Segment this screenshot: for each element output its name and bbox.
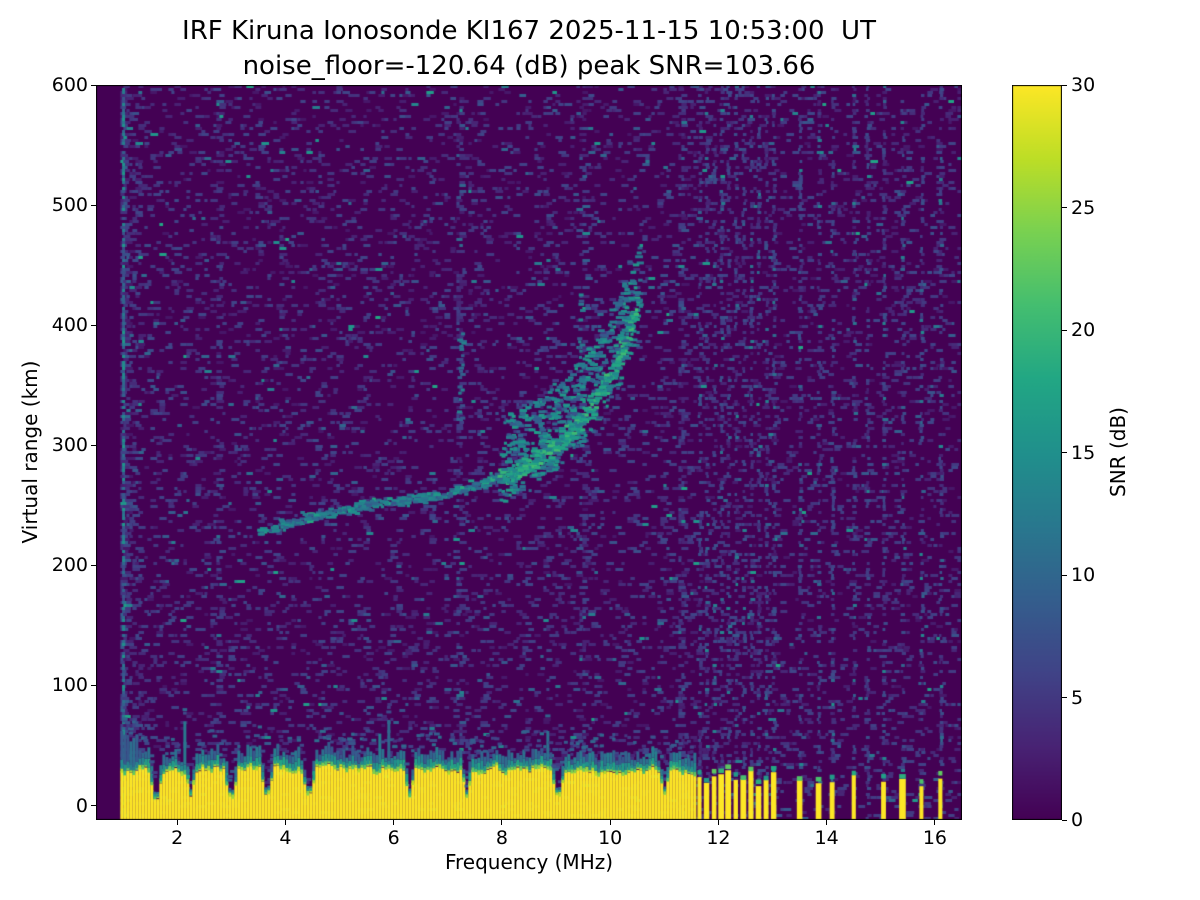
x-tick-mark bbox=[176, 820, 178, 825]
chart-title-line2: noise_floor=-120.64 (dB) peak SNR=103.66 bbox=[242, 51, 816, 81]
colorbar-tick-mark bbox=[1062, 207, 1067, 208]
chart-title-line1: IRF Kiruna Ionosonde KI167 2025-11-15 10… bbox=[182, 16, 876, 46]
x-tick-mark bbox=[284, 820, 286, 825]
y-tick-mark bbox=[91, 564, 96, 566]
y-axis-label: Virtual range (km) bbox=[18, 360, 42, 544]
y-tick-label: 200 bbox=[51, 554, 88, 577]
y-tick-label: 300 bbox=[51, 434, 88, 457]
x-tick-mark bbox=[717, 820, 719, 825]
x-tick-label: 6 bbox=[387, 827, 400, 849]
colorbar-tick-mark bbox=[1062, 452, 1067, 453]
y-tick-label: 400 bbox=[51, 314, 88, 337]
x-tick-mark bbox=[393, 820, 395, 825]
colorbar-tick-label: 10 bbox=[1071, 564, 1096, 586]
x-tick-mark bbox=[609, 820, 611, 825]
colorbar-tick-label: 25 bbox=[1071, 196, 1096, 219]
x-axis-label: Frequency (MHz) bbox=[444, 850, 614, 874]
y-tick-mark bbox=[91, 204, 96, 206]
x-tick-mark bbox=[826, 820, 828, 825]
x-tick-label: 14 bbox=[814, 827, 839, 849]
colorbar-tick-label: 30 bbox=[1071, 74, 1096, 96]
y-tick-label: 600 bbox=[51, 74, 88, 96]
y-tick-mark bbox=[91, 84, 96, 86]
colorbar-tick-label: 20 bbox=[1071, 319, 1096, 341]
colorbar-label: SNR (dB) bbox=[1106, 407, 1130, 497]
y-tick-label: 500 bbox=[51, 194, 88, 217]
y-tick-mark bbox=[91, 805, 96, 807]
x-tick-mark bbox=[934, 820, 936, 825]
colorbar-tick-mark bbox=[1062, 84, 1067, 86]
colorbar-tick-mark bbox=[1062, 819, 1067, 821]
x-tick-label: 8 bbox=[495, 827, 508, 849]
y-tick-mark bbox=[91, 684, 96, 686]
ionogram-heatmap bbox=[96, 85, 962, 820]
x-tick-label: 12 bbox=[706, 827, 731, 849]
colorbar-tick-mark bbox=[1062, 574, 1067, 576]
colorbar-tick-label: 0 bbox=[1071, 809, 1084, 831]
x-tick-mark bbox=[501, 820, 503, 825]
x-tick-label: 4 bbox=[279, 827, 292, 849]
y-tick-label: 100 bbox=[51, 674, 88, 697]
y-tick-mark bbox=[91, 444, 96, 446]
colorbar-tick-label: 5 bbox=[1071, 686, 1084, 709]
colorbar-tick-mark bbox=[1062, 697, 1067, 698]
colorbar-gradient bbox=[1012, 85, 1062, 820]
x-tick-label: 16 bbox=[922, 827, 948, 849]
y-tick-mark bbox=[91, 324, 96, 326]
colorbar-tick-mark bbox=[1062, 329, 1067, 331]
y-tick-label: 0 bbox=[75, 794, 88, 817]
chart-title: IRF Kiruna Ionosonde KI167 2025-11-15 10… bbox=[96, 14, 962, 84]
colorbar-tick-label: 15 bbox=[1071, 441, 1096, 464]
x-tick-label: 10 bbox=[598, 827, 623, 849]
x-tick-label: 2 bbox=[171, 827, 184, 849]
